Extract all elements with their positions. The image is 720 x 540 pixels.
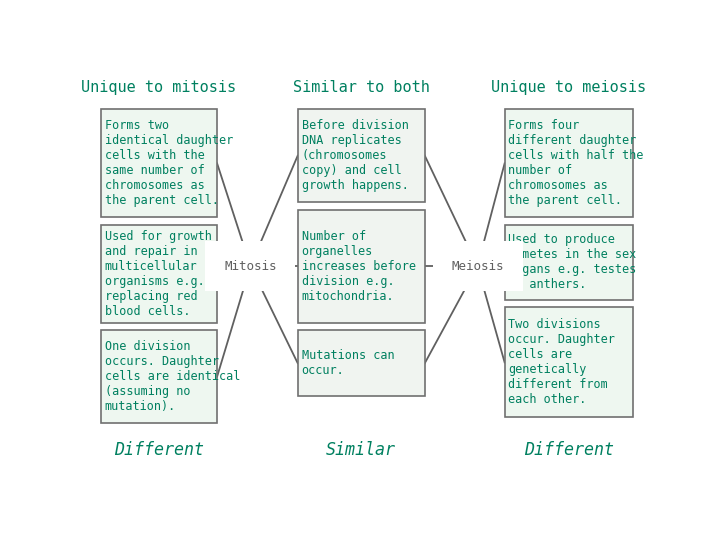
Text: Two divisions
occur. Daughter
cells are
genetically
different from
each other.: Two divisions occur. Daughter cells are … bbox=[508, 319, 616, 407]
FancyBboxPatch shape bbox=[297, 110, 425, 202]
FancyBboxPatch shape bbox=[297, 330, 425, 396]
FancyBboxPatch shape bbox=[101, 330, 217, 423]
Text: Similar to both: Similar to both bbox=[293, 80, 430, 96]
Text: Forms two
identical daughter
cells with the
same number of
chromosomes as
the pa: Forms two identical daughter cells with … bbox=[104, 119, 233, 207]
Text: Used to produce
gametes in the sex
organs e.g. testes
or anthers.: Used to produce gametes in the sex organ… bbox=[508, 233, 636, 291]
FancyBboxPatch shape bbox=[505, 110, 632, 217]
Text: Different: Different bbox=[523, 441, 613, 459]
FancyBboxPatch shape bbox=[101, 225, 217, 323]
FancyBboxPatch shape bbox=[505, 307, 632, 417]
Text: Unique to mitosis: Unique to mitosis bbox=[81, 80, 237, 96]
Text: Used for growth
and repair in
multicellular
organisms e.g.
replacing red
blood c: Used for growth and repair in multicellu… bbox=[104, 230, 212, 318]
FancyBboxPatch shape bbox=[297, 210, 425, 323]
Text: One division
occurs. Daughter
cells are identical
(assuming no
mutation).: One division occurs. Daughter cells are … bbox=[104, 340, 240, 413]
Text: Before division
DNA replicates
(chromosomes
copy) and cell
growth happens.: Before division DNA replicates (chromoso… bbox=[302, 119, 408, 192]
Text: Different: Different bbox=[114, 441, 204, 459]
FancyBboxPatch shape bbox=[101, 110, 217, 217]
Text: Similar: Similar bbox=[326, 441, 396, 459]
Text: Forms four
different daughter
cells with half the
number of
chromosomes as
the p: Forms four different daughter cells with… bbox=[508, 119, 644, 207]
Text: Unique to meiosis: Unique to meiosis bbox=[491, 80, 646, 96]
Text: Number of
organelles
increases before
division e.g.
mitochondria.: Number of organelles increases before di… bbox=[302, 230, 415, 302]
Text: Meiosis: Meiosis bbox=[451, 260, 504, 273]
FancyBboxPatch shape bbox=[505, 225, 632, 300]
Text: Mitosis: Mitosis bbox=[224, 260, 276, 273]
Text: Mutations can
occur.: Mutations can occur. bbox=[302, 349, 395, 377]
